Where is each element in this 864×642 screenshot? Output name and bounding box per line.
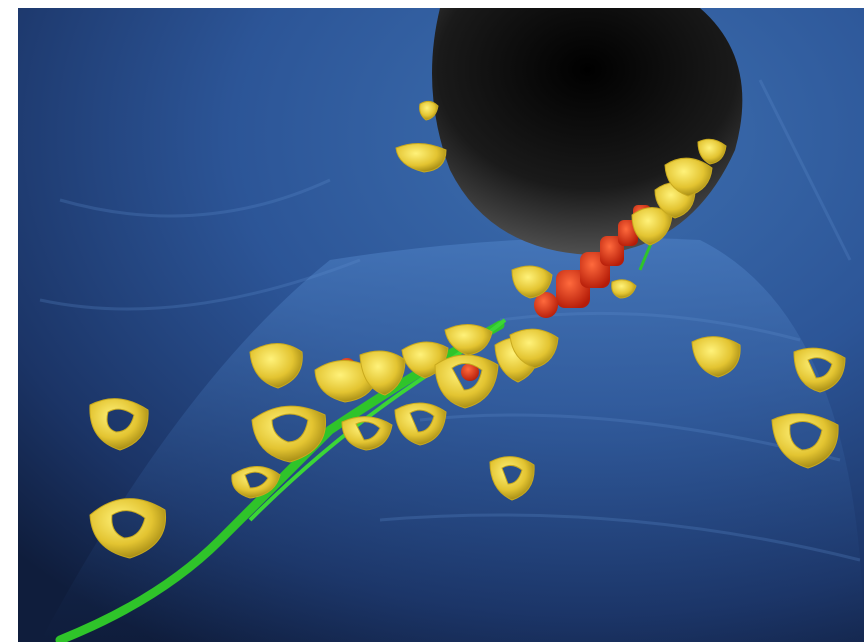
tube-floor [40, 237, 864, 642]
ring [231, 466, 281, 499]
red-blob [461, 363, 479, 381]
ring [664, 157, 713, 197]
wall-ripples [39, 79, 861, 562]
ring [394, 402, 447, 446]
ring [793, 347, 846, 393]
image [18, 8, 864, 642]
ring [341, 416, 393, 451]
yellow-rings [89, 100, 846, 559]
ring [419, 100, 439, 121]
ring [691, 336, 741, 378]
ring [359, 350, 406, 396]
ring [89, 398, 149, 451]
ring [249, 343, 303, 389]
red-blob [600, 236, 624, 266]
ring [697, 138, 727, 165]
ring [395, 143, 447, 173]
ring [631, 207, 673, 246]
ring [509, 328, 559, 369]
ring [444, 324, 493, 356]
ring [611, 279, 637, 299]
ring [771, 413, 839, 469]
ring [511, 265, 553, 299]
ring [434, 354, 499, 409]
ring [89, 498, 167, 559]
ring [489, 456, 535, 501]
ring [251, 405, 327, 463]
red-blob [534, 292, 558, 318]
